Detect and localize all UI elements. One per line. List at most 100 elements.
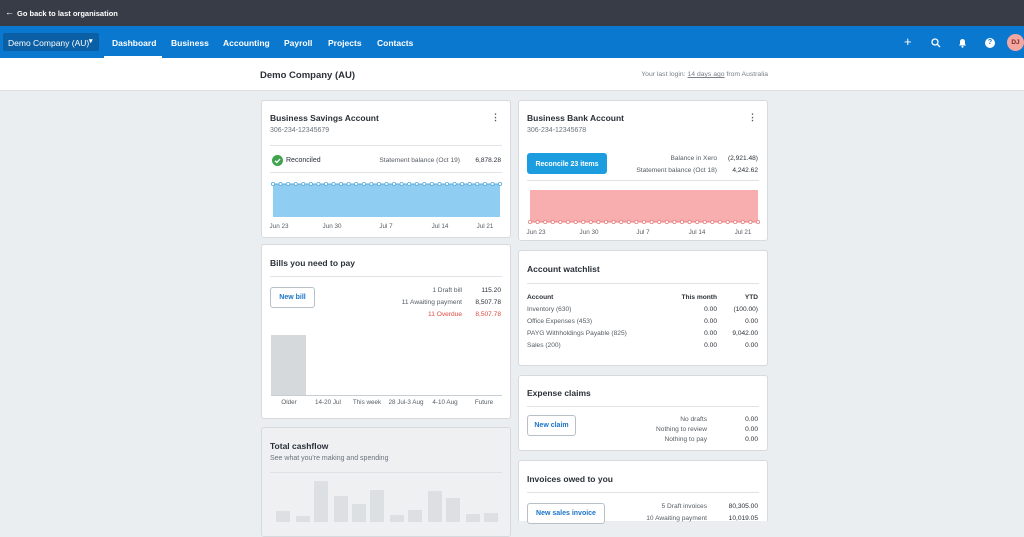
back-arrow[interactable]: ← (5, 7, 14, 17)
dot (664, 220, 669, 225)
row-value: 8,507.78 (475, 311, 501, 318)
add-icon[interactable]: + (904, 34, 912, 49)
dot (460, 182, 465, 187)
axis-label: 4-10 Aug (432, 399, 458, 406)
dot (392, 182, 397, 187)
dot (604, 220, 609, 225)
nav-bar: Demo Company (AU) ▾ Dashboard Business A… (0, 26, 1024, 58)
dot (588, 220, 593, 225)
avatar[interactable]: DJ (1007, 34, 1024, 51)
dot (376, 182, 381, 187)
divider (527, 180, 759, 181)
divider (270, 172, 502, 173)
card-title: Bills you need to pay (270, 258, 356, 268)
cell-value: 0.00 (745, 318, 758, 325)
account-number: 306-234-12345678 (527, 127, 587, 134)
bell-icon[interactable] (958, 38, 967, 48)
axis-label: Jun 30 (579, 229, 599, 236)
divider (527, 406, 759, 407)
top-bar: ← Go back to last organisation (0, 0, 1024, 26)
dot (270, 182, 276, 187)
nav-item[interactable]: Payroll (284, 38, 313, 48)
dot (369, 182, 374, 187)
dot (384, 182, 389, 187)
axis-label: Jun 30 (322, 223, 342, 230)
divider (270, 145, 502, 146)
dot (619, 220, 624, 225)
row-label: 5 Draft invoices (661, 503, 707, 510)
cell-value: (100.00) (733, 306, 758, 313)
dot (467, 182, 472, 187)
dot (702, 220, 707, 225)
row-value: 8,507.78 (475, 299, 501, 306)
new-claim-button[interactable]: New claim (527, 415, 576, 436)
row-value: (2,921.48) (727, 155, 758, 162)
dot (748, 220, 753, 225)
dot (611, 220, 616, 225)
org-switcher[interactable]: Demo Company (AU) ▾ (3, 33, 99, 51)
row-label: Balance in Xero (670, 155, 717, 162)
dot (695, 220, 700, 225)
dot (679, 220, 684, 225)
column-header: YTD (744, 294, 758, 301)
axis-label: 14-20 Jul (315, 399, 341, 406)
dot (437, 182, 442, 187)
dot-row (270, 182, 502, 187)
dot (422, 182, 427, 187)
dot (490, 182, 495, 187)
axis-label: This week (352, 399, 382, 406)
dot (596, 220, 601, 225)
org-header: Demo Company (AU) Your last login: 14 da… (0, 58, 1024, 91)
axis-label: Jun 23 (526, 229, 546, 236)
dot (346, 182, 351, 187)
balance-chart (527, 190, 760, 225)
row-label: 11 Awaiting payment (401, 299, 462, 306)
last-login-link[interactable]: 14 days ago (687, 71, 725, 78)
reconcile-button[interactable]: Reconcile 23 items (527, 153, 607, 174)
dot (399, 182, 404, 187)
dot (755, 220, 760, 225)
dot (339, 182, 344, 187)
dot (301, 182, 306, 187)
nav-item[interactable]: Contacts (377, 38, 414, 48)
cell-value: 0.00 (704, 318, 717, 325)
dot (475, 182, 480, 187)
back-link[interactable]: Go back to last organisation (17, 9, 118, 18)
dot (710, 220, 715, 225)
axis-label: Jun 23 (269, 223, 289, 230)
dot (452, 182, 457, 187)
nav-item[interactable]: Projects (328, 38, 362, 48)
search-icon[interactable] (931, 38, 941, 48)
dot (642, 220, 647, 225)
dot (527, 220, 533, 225)
dot (740, 220, 745, 225)
caret: ▾ (89, 38, 93, 45)
cashflow-card: Total cashflow See what you're making an… (261, 427, 511, 537)
dot (497, 182, 502, 187)
card-title: Expense claims (527, 388, 591, 398)
nav-item[interactable]: Dashboard (112, 38, 157, 48)
row-value: 80,305.00 (728, 503, 758, 510)
help-icon[interactable]: ? (985, 38, 995, 48)
menu-icon[interactable]: ⋮ (748, 112, 757, 122)
cell-account: PAYG Withholdings Payable (825) (527, 330, 627, 337)
axis-label: Jul 21 (476, 223, 494, 230)
dot (581, 220, 586, 225)
row-label: Nothing to pay (664, 436, 707, 443)
org-title: Demo Company (AU) (260, 70, 356, 81)
dot (361, 182, 366, 187)
nav-item[interactable]: Business (171, 38, 209, 48)
card-title: Business Savings Account (270, 113, 379, 123)
menu-icon[interactable]: ⋮ (491, 112, 500, 122)
nav-item[interactable]: Accounting (223, 38, 270, 48)
dot (278, 182, 283, 187)
balance-value: 6,878.28 (475, 157, 501, 164)
dot (634, 220, 639, 225)
placeholder-chart (276, 481, 498, 522)
dot (535, 220, 540, 225)
balance-chart (270, 182, 502, 217)
bills-card: Bills you need to pay New bill 1 Draft b… (261, 244, 511, 419)
axis-label: Jul 21 (734, 229, 752, 236)
new-bill-button[interactable]: New bill (270, 287, 315, 308)
axis-label: Older (281, 399, 297, 406)
